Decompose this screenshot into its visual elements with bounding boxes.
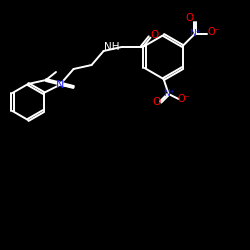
Text: NH: NH	[104, 42, 120, 52]
Text: O: O	[152, 97, 161, 107]
Text: O⁻: O⁻	[177, 94, 190, 104]
Text: O: O	[150, 30, 159, 40]
Text: N: N	[56, 80, 64, 90]
Text: N⁺: N⁺	[189, 30, 200, 38]
Text: N⁺: N⁺	[163, 90, 174, 98]
Text: O⁻: O⁻	[207, 27, 220, 37]
Text: O: O	[186, 13, 194, 23]
